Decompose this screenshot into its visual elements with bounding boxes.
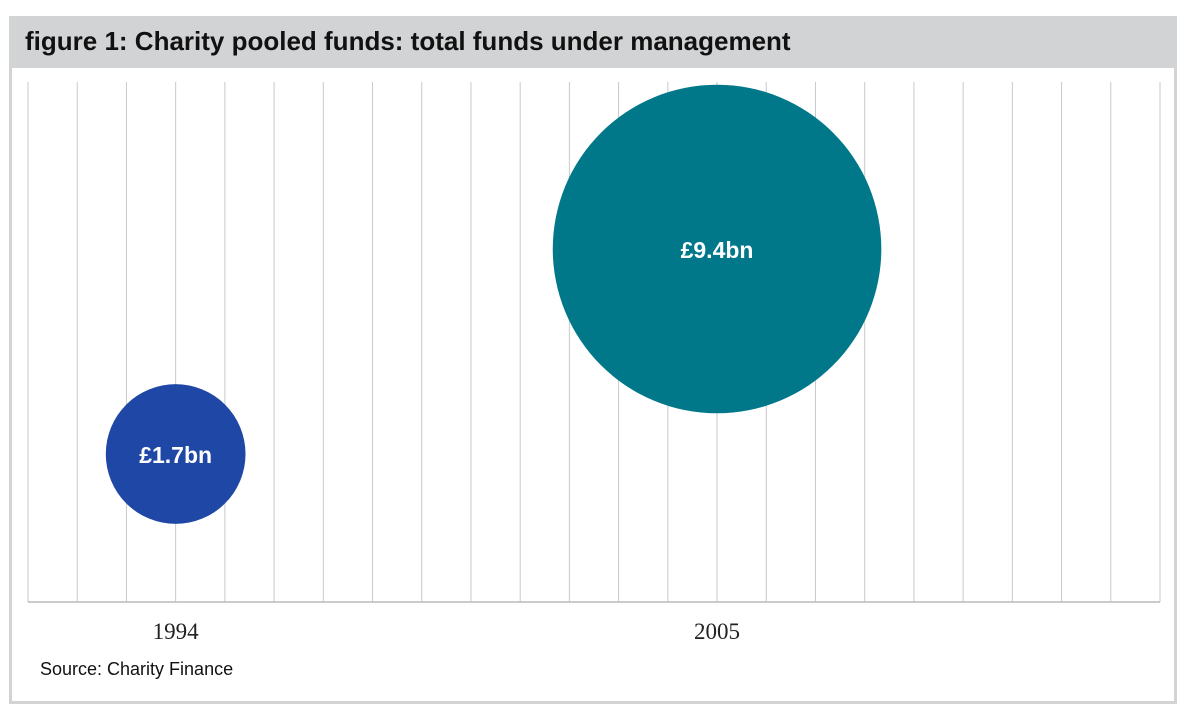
chart-frame: figure 1: Charity pooled funds: total fu… bbox=[9, 16, 1177, 704]
bubble-1994 bbox=[105, 384, 246, 524]
x-tick-label-1994: 1994 bbox=[153, 619, 200, 644]
title-bar: figure 1: Charity pooled funds: total fu… bbox=[12, 19, 1174, 68]
chart-title: figure 1: Charity pooled funds: total fu… bbox=[25, 26, 791, 56]
data-label-1994: £1.7bn bbox=[139, 442, 212, 468]
source-note: Source: Charity Finance bbox=[40, 659, 234, 679]
bubble-2005 bbox=[552, 84, 882, 414]
data-label-2005: £9.4bn bbox=[681, 237, 754, 263]
x-tick-label-2005: 2005 bbox=[694, 619, 740, 644]
